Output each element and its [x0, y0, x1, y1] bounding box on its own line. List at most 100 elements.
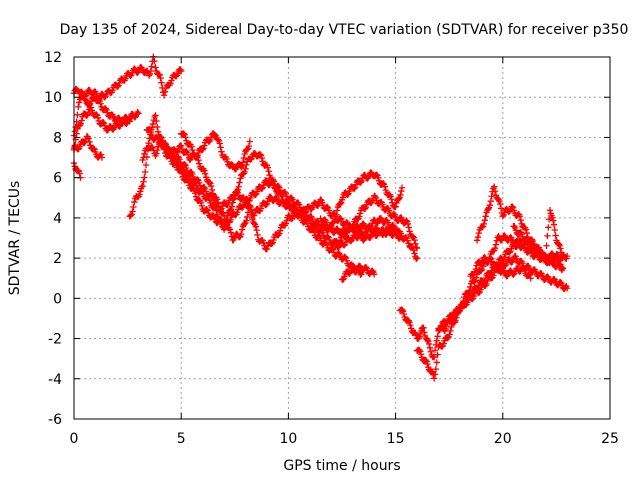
data-point: [491, 183, 498, 190]
data-point: [234, 209, 241, 216]
data-point: [514, 237, 521, 245]
data-point: [218, 148, 225, 155]
data-point: [168, 77, 175, 84]
data-point: [541, 255, 549, 262]
data-point: [276, 227, 284, 234]
data-point: [543, 242, 550, 249]
data-point: [142, 161, 150, 169]
data-point: [375, 174, 382, 182]
data-point: [141, 174, 148, 181]
data-point: [413, 244, 421, 252]
data-point: [558, 253, 566, 260]
data-series: [338, 262, 378, 283]
data-series: [70, 159, 84, 181]
data-point: [466, 287, 473, 294]
data-point: [412, 331, 420, 339]
data-point: [160, 92, 168, 99]
data-point: [270, 236, 277, 244]
data-point: [295, 201, 303, 208]
data-point: [311, 221, 319, 228]
data-point: [556, 257, 563, 264]
data-point: [260, 239, 267, 247]
data-point: [342, 233, 349, 240]
data-point: [452, 317, 459, 325]
data-point: [75, 103, 82, 111]
data-point: [369, 267, 376, 275]
data-point: [332, 215, 339, 222]
data-point: [433, 359, 440, 366]
data-point: [408, 243, 416, 251]
data-point: [350, 221, 357, 229]
data-point: [283, 217, 290, 224]
y-tick-label: 4: [53, 211, 62, 227]
data-point: [252, 223, 260, 230]
data-point: [496, 197, 503, 205]
data-point: [235, 183, 242, 190]
data-point: [221, 216, 229, 223]
data-point: [126, 118, 133, 125]
data-point: [348, 226, 356, 233]
data-point: [563, 285, 571, 292]
data-point: [208, 186, 216, 194]
data-point: [425, 340, 433, 348]
data-point: [368, 222, 375, 230]
data-point: [93, 111, 100, 118]
data-point: [472, 265, 479, 273]
data-point: [180, 166, 187, 173]
data-point: [262, 201, 270, 209]
data-point: [270, 178, 278, 185]
data-point: [241, 168, 248, 176]
data-point: [229, 199, 236, 206]
data-point: [324, 233, 332, 240]
data-point: [398, 184, 406, 191]
y-tick-label: 12: [44, 50, 62, 66]
data-point: [238, 226, 246, 233]
data-point: [521, 267, 528, 274]
data-point: [545, 216, 553, 223]
data-point: [114, 83, 121, 90]
data-point: [127, 212, 134, 219]
data-point: [323, 203, 331, 211]
data-point: [139, 182, 146, 190]
data-point: [424, 336, 431, 344]
data-point: [101, 94, 109, 101]
data-point: [417, 330, 424, 338]
data-point: [136, 188, 144, 195]
data-point: [446, 331, 453, 338]
data-point: [559, 264, 567, 272]
data-point: [422, 356, 430, 364]
data-point: [276, 230, 283, 237]
data-point: [549, 217, 557, 224]
data-point: [130, 203, 137, 211]
data-point: [198, 202, 206, 210]
data-point: [188, 143, 195, 150]
data-point: [448, 323, 455, 331]
data-point: [330, 218, 337, 226]
data-point: [563, 252, 571, 260]
x-tick-label: 0: [70, 431, 79, 447]
data-point: [413, 254, 421, 262]
data-point: [471, 269, 479, 276]
data-point: [217, 144, 224, 151]
data-point: [555, 241, 563, 248]
data-point: [510, 207, 518, 214]
data-point: [412, 240, 419, 248]
data-point: [197, 199, 205, 206]
data-point: [212, 204, 219, 211]
data-point: [395, 195, 403, 203]
data-point: [201, 167, 208, 174]
data-point: [347, 238, 355, 245]
data-point: [501, 254, 508, 261]
data-point: [510, 271, 517, 278]
data-point: [242, 165, 249, 172]
data-point: [148, 143, 155, 151]
data-point: [519, 263, 527, 271]
data-point: [140, 154, 147, 161]
data-point: [98, 154, 106, 161]
data-point: [77, 120, 85, 127]
data-point: [161, 88, 169, 96]
data-point: [405, 224, 412, 231]
data-point: [370, 271, 378, 278]
data-point: [381, 183, 389, 190]
data-point: [81, 139, 88, 146]
